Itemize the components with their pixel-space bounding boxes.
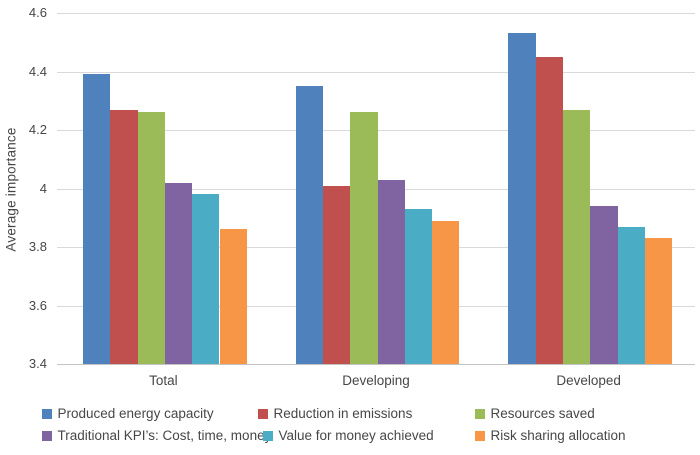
legend-item: Resources saved: [475, 406, 595, 422]
bar: [590, 206, 618, 364]
bar: [83, 74, 111, 364]
x-category-label: Developing: [342, 373, 410, 388]
x-axis-line: [57, 364, 695, 365]
legend-item: Value for money achieved: [263, 428, 434, 444]
bar: [404, 208, 433, 364]
bar: [508, 33, 536, 364]
legend-marker: [263, 431, 273, 441]
legend-label: Risk sharing allocation: [490, 428, 626, 443]
legend-label: Traditional KPI’s: Cost, time, money: [57, 428, 272, 443]
y-tick-label: 4.4: [28, 63, 47, 79]
x-category-label: Total: [149, 373, 178, 388]
y-tick-label: 3.6: [28, 297, 47, 313]
bar: [164, 182, 193, 364]
legend-marker: [42, 431, 52, 441]
bar: [350, 112, 378, 364]
legend-label: Value for money achieved: [278, 428, 434, 443]
legend-item: Traditional KPI’s: Cost, time, money: [42, 428, 271, 444]
gridline: [57, 13, 695, 14]
bar: [219, 229, 247, 364]
bar: [432, 220, 460, 364]
bar: [295, 86, 323, 364]
gridline: [57, 71, 695, 73]
legend-label: Resources saved: [490, 406, 595, 421]
bar: [617, 226, 645, 364]
bar: [110, 109, 138, 364]
y-tick-label: 4: [39, 180, 47, 196]
legend-marker: [475, 409, 485, 419]
bar: [137, 112, 165, 364]
bar: [377, 179, 405, 364]
y-tick-label: 4.6: [28, 5, 47, 20]
y-tick-label: 4.2: [28, 122, 47, 137]
legend-label: Reduction in emissions: [273, 406, 413, 421]
legend-marker: [258, 409, 268, 419]
legend-marker: [42, 409, 52, 419]
bar: [644, 238, 673, 364]
legend-item: Produced energy capacity: [42, 406, 214, 422]
legend-item: Reduction in emissions: [258, 406, 412, 422]
bar: [192, 194, 220, 364]
legend-label: Produced energy capacity: [57, 406, 214, 421]
bar: [562, 109, 591, 364]
bar: [322, 185, 351, 364]
legend-marker: [475, 431, 485, 441]
y-tick-label: 3.8: [28, 239, 47, 254]
x-category-label: Developed: [556, 373, 621, 388]
y-tick-label: 3.4: [28, 356, 47, 371]
legend-item: Risk sharing allocation: [475, 428, 626, 444]
bar: [535, 56, 563, 364]
